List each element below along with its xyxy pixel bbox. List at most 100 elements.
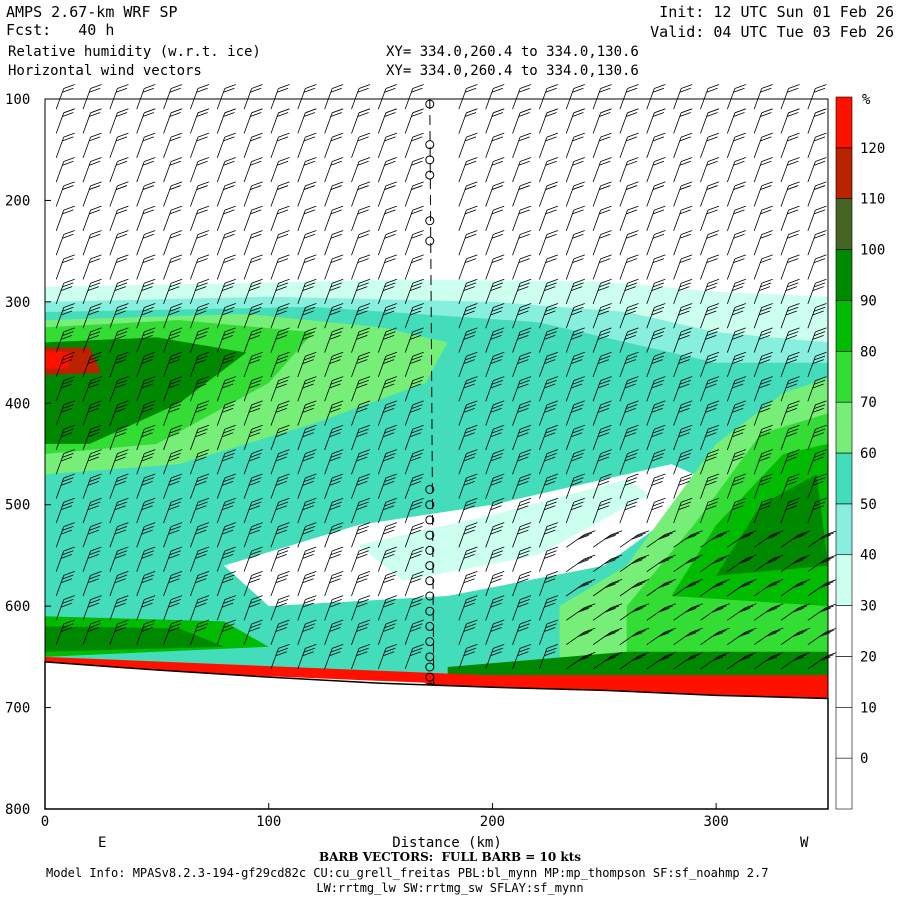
wind-barb (780, 132, 800, 158)
colorbar-label: 80 (860, 344, 877, 360)
wind-barb (458, 546, 478, 572)
wind-barb (216, 522, 236, 548)
colorbar-swatch (835, 656, 853, 708)
wind-barb (270, 595, 290, 621)
wind-barb (297, 230, 317, 256)
wind-barb (646, 278, 666, 305)
wind-barb (646, 157, 666, 183)
wind-barb (512, 546, 532, 572)
wind-barb (404, 400, 424, 426)
wind-barb (539, 230, 559, 256)
wind-barb (163, 327, 183, 353)
wind-barb (673, 108, 693, 134)
wind-barb (163, 570, 183, 597)
wind-barb (753, 157, 773, 183)
x-tick-label: 100 (256, 814, 281, 830)
wind-barb (753, 652, 784, 670)
wind-barb (753, 400, 773, 426)
wind-barb (324, 449, 344, 475)
wind-barb (82, 497, 102, 524)
colorbar-label: 100 (860, 243, 885, 259)
wind-barb (351, 400, 371, 426)
wind-barb (351, 595, 371, 621)
wind-barb (190, 351, 210, 378)
wind-barb (216, 254, 236, 280)
marker-circle (425, 216, 435, 226)
wind-barb (243, 595, 263, 621)
wind-barb (539, 327, 559, 353)
wind-barb (646, 627, 676, 646)
wind-barb (82, 254, 102, 280)
wind-barb (726, 230, 746, 256)
wind-barb (351, 619, 371, 645)
wind-barb (727, 579, 757, 597)
wind-barb (243, 303, 263, 329)
wind-barb (700, 627, 730, 646)
wind-barb (82, 351, 102, 378)
wind-barb (270, 327, 290, 353)
wind-barb (324, 327, 344, 353)
wind-barb (163, 205, 183, 231)
wind-barb (539, 497, 559, 524)
wind-barb (270, 424, 290, 451)
plot-frame (44, 98, 829, 810)
wind-barb (458, 595, 478, 621)
wind-barb (700, 497, 720, 524)
wind-barb (216, 570, 236, 597)
wind-barb (82, 546, 102, 572)
wind-barb (512, 157, 532, 183)
wind-barb (700, 278, 720, 305)
wind-barb (673, 327, 693, 353)
wind-barb (243, 570, 263, 597)
wind-barb (539, 157, 559, 183)
wind-barb (646, 254, 666, 280)
wind-barb (646, 84, 666, 110)
wind-barb (673, 627, 703, 646)
wind-barb (324, 643, 344, 670)
colorbar: 0 10 20 30 40 50 60 70 80 90 100 110 120 (835, 96, 885, 810)
wind-barb (377, 497, 397, 524)
barb-note: BARB VECTORS: FULL BARB = 10 kts (318, 850, 582, 864)
wind-barb (136, 84, 156, 110)
wind-barb (619, 376, 639, 402)
wind-barb (163, 181, 183, 207)
wind-barb (565, 108, 585, 134)
wind-barb (807, 181, 827, 207)
wind-barb (753, 230, 773, 256)
y-tick-label: 200 (5, 193, 30, 209)
wind-barb (404, 546, 424, 572)
wind-barb (163, 254, 183, 280)
wind-barb (485, 181, 505, 207)
wind-barb (673, 424, 693, 451)
wind-barb (753, 627, 784, 646)
wind-barb (163, 497, 183, 524)
colorbar-label: 40 (860, 548, 877, 564)
marker-circle (425, 561, 435, 571)
wind-barb (780, 376, 800, 402)
wind-barb (55, 157, 75, 183)
y-tick-label: 800 (5, 802, 30, 818)
wind-barb (539, 205, 559, 231)
wind-barb (243, 205, 263, 231)
x-label-right-endpoint: W (800, 835, 809, 851)
wind-barb (243, 424, 263, 451)
wind-barb (485, 84, 505, 110)
wind-barb (55, 108, 75, 134)
wind-barb (807, 303, 827, 329)
wind-barb (592, 473, 612, 499)
wind-barb (136, 254, 156, 280)
colorbar-label: 20 (860, 649, 877, 665)
wind-barb (592, 579, 623, 597)
wind-barb (377, 108, 397, 134)
wind-barb (565, 327, 585, 353)
wind-barb (673, 579, 703, 597)
wind-barb (646, 449, 666, 475)
wind-barb (243, 254, 263, 280)
wind-barb (351, 449, 371, 475)
wind-barb (109, 157, 129, 183)
wind-barb (297, 449, 317, 475)
wind-barb (324, 132, 344, 158)
wind-barb (592, 603, 623, 621)
wind-barb (539, 254, 559, 280)
wind-barb (673, 278, 693, 305)
